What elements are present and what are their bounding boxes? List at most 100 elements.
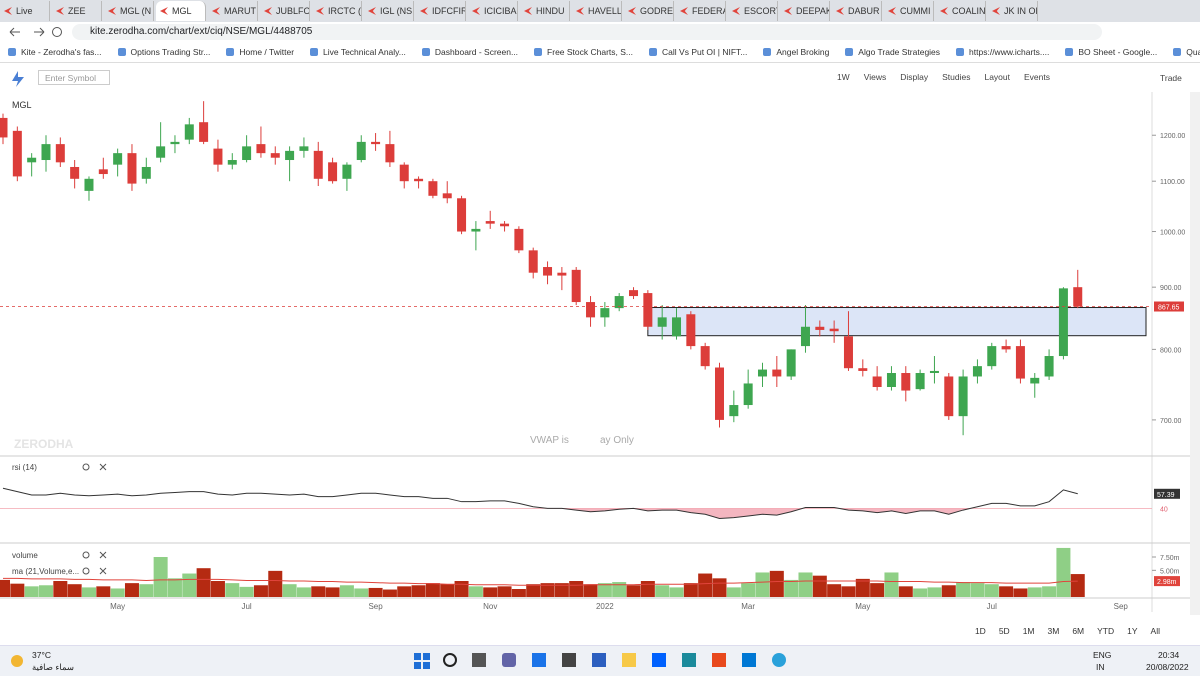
address-bar: kite.zerodha.com/chart/ext/ciq/NSE/MGL/4…: [0, 22, 1200, 42]
volume-bar: [167, 578, 182, 597]
period-button[interactable]: 6M: [1072, 626, 1085, 636]
volume-bar: [483, 587, 498, 597]
bookmarks-bar: Kite - Zerodha's fas... Options Trading S…: [0, 42, 1200, 63]
candle-body: [729, 405, 739, 417]
candle-body: [457, 198, 467, 232]
tab[interactable]: IGL (NS: [364, 1, 414, 21]
bookmark[interactable]: Options Trading Str...: [118, 47, 211, 57]
candle-body: [686, 314, 696, 347]
volume-bar: [669, 587, 684, 597]
candle-body: [843, 336, 853, 369]
candle-body: [657, 317, 667, 327]
volume-bar: [182, 573, 197, 597]
toolbar-button[interactable]: 1W: [836, 72, 850, 82]
volume-bar: [10, 583, 25, 597]
tab[interactable]: MGL: [156, 1, 206, 21]
volume-bar: [124, 583, 139, 597]
bookmark[interactable]: Free Stock Charts, S...: [534, 47, 633, 57]
bookmark[interactable]: Angel Broking: [763, 47, 829, 57]
toolbar-buttons: 1W Views Display Studies Layout Events: [837, 72, 1050, 82]
tab[interactable]: IRCTC (: [312, 1, 362, 21]
bookmark[interactable]: BO Sheet - Google...: [1065, 47, 1157, 57]
tab[interactable]: JK IN OF: [988, 1, 1038, 21]
period-button[interactable]: 1M: [1022, 626, 1035, 636]
candle-body: [199, 122, 209, 142]
toolbar-button[interactable]: Layout: [984, 72, 1010, 82]
bookmark[interactable]: Quantiply: [1173, 47, 1200, 57]
bookmark[interactable]: Call Vs Put OI | NIFT...: [649, 47, 747, 57]
volume-bar: [282, 584, 297, 597]
candle-body: [285, 150, 295, 161]
toolbar-button[interactable]: Display: [900, 72, 929, 82]
tab[interactable]: COALIN: [936, 1, 986, 21]
volume-bar: [440, 584, 455, 597]
tab[interactable]: MARUT: [208, 1, 258, 21]
candle-body: [256, 144, 266, 154]
candle-body: [800, 326, 810, 347]
volume-bar: [898, 586, 913, 597]
candle-body: [0, 117, 8, 138]
volume-bar: [913, 588, 928, 597]
tab[interactable]: FEDERA: [676, 1, 726, 21]
candle-body: [328, 162, 338, 182]
volume-bar: [81, 587, 96, 597]
symbol-title: MGL: [12, 100, 32, 110]
tab[interactable]: MGL (N: [104, 1, 154, 21]
last-price-tag: [1154, 301, 1184, 312]
period-button[interactable]: All: [1150, 626, 1160, 636]
volume-bar: [325, 587, 340, 597]
period-button[interactable]: 3M: [1047, 626, 1060, 636]
candle-body: [70, 166, 80, 179]
y-tick-label: 1100.00: [1160, 179, 1185, 186]
url[interactable]: kite.zerodha.com/chart/ext/ciq/NSE/MGL/4…: [72, 24, 1102, 40]
tab[interactable]: HAVELL: [572, 1, 622, 21]
tab[interactable]: GODRE: [624, 1, 674, 21]
bookmark[interactable]: Live Technical Analy...: [310, 47, 406, 57]
bookmark[interactable]: Home / Twitter: [226, 47, 294, 57]
candle-body: [1001, 346, 1011, 350]
bookmark[interactable]: Algo Trade Strategies: [845, 47, 940, 57]
tab[interactable]: DABUR: [832, 1, 882, 21]
y-tick-label: 1000.00: [1160, 230, 1185, 237]
tab[interactable]: IDFCFIR: [416, 1, 466, 21]
period-button[interactable]: 5D: [998, 626, 1010, 636]
notice: VWAP is: [530, 435, 569, 446]
candle-body: [872, 376, 882, 388]
scrollbar: [1190, 92, 1200, 615]
volume-bar: [239, 586, 254, 597]
toolbar-button[interactable]: Studies: [942, 72, 971, 82]
tab[interactable]: JUBLFO: [260, 1, 310, 21]
tab[interactable]: ZEE: [52, 1, 102, 21]
volume-bar: [540, 583, 555, 597]
x-tick-label: Nov: [483, 602, 497, 611]
volume-bar: [798, 572, 813, 597]
candle-body: [1058, 288, 1068, 357]
tab[interactable]: CUMMI: [884, 1, 934, 21]
period-button[interactable]: 1Y: [1127, 626, 1138, 636]
volume-bar: [397, 586, 412, 597]
period-button[interactable]: YTD: [1097, 626, 1115, 636]
volume-bar: [855, 578, 870, 597]
toolbar-button[interactable]: Events: [1024, 72, 1050, 82]
candle-body: [528, 250, 538, 273]
rsi-line: [2, 487, 1078, 519]
candle-body: [514, 228, 524, 251]
period-button[interactable]: 1D: [974, 626, 986, 636]
clock-time: 20:34: [1158, 650, 1180, 660]
tab[interactable]: ESCORT: [728, 1, 778, 21]
tab[interactable]: HINDU: [520, 1, 570, 21]
tab[interactable]: DEEPAK: [780, 1, 830, 21]
tab[interactable]: Live: [0, 1, 50, 21]
candle-body: [84, 178, 94, 191]
y-tick-label: 1200.00: [1160, 133, 1185, 140]
volume-bar: [368, 587, 383, 597]
candle-body: [571, 269, 581, 303]
tab[interactable]: ICICIBA: [468, 1, 518, 21]
trade-button[interactable]: Trade: [1160, 73, 1182, 83]
volume-bar: [612, 582, 627, 597]
symbol-input[interactable]: Enter Symbol: [38, 70, 110, 85]
bookmark[interactable]: Kite - Zerodha's fas...: [8, 47, 102, 57]
toolbar-button[interactable]: Views: [863, 72, 887, 82]
bookmark[interactable]: Dashboard - Screen...: [422, 47, 518, 57]
bookmark[interactable]: https://www.icharts....: [956, 47, 1049, 57]
